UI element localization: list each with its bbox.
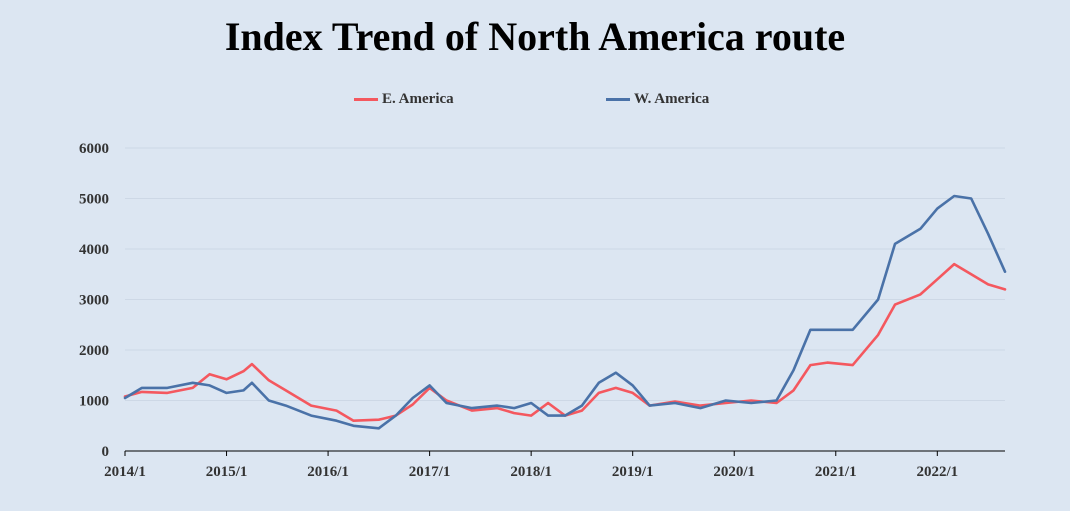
x-tick-label: 2014/1 (104, 464, 146, 480)
y-tick-label: 0 (102, 444, 110, 460)
y-tick-label: 6000 (79, 141, 109, 157)
y-tick-label: 1000 (79, 394, 109, 410)
x-axis: 2014/1 2015/1 2016/1 2017/1 2018/1 2019/1 2020… (104, 450, 1005, 480)
y-tick-label: 2000 (79, 343, 109, 359)
x-tick-label: 2019/1 (612, 464, 654, 480)
y-tick-label: 5000 (79, 192, 109, 208)
legend-label-w-america: W. America (634, 90, 710, 107)
x-tick-label: 2016/1 (307, 464, 349, 480)
legend-label-e-america: E. America (382, 90, 454, 107)
y-tick-label: 3000 (79, 293, 109, 309)
legend-item-e-america: E. America (354, 88, 454, 110)
x-tick-label: 2017/1 (409, 464, 451, 480)
x-tick-label: 2020/1 (713, 464, 755, 480)
series-line-w-america (123, 194, 1007, 430)
x-tick-label: 2021/1 (815, 464, 857, 480)
series-lines (123, 194, 1007, 430)
legend-swatch-e-america (354, 97, 378, 101)
x-tick-label: 2022/1 (916, 464, 958, 480)
chart-title: Index Trend of North America route (224, 14, 846, 59)
y-tick-label: 4000 (79, 242, 109, 258)
series-line-e-america (123, 262, 1007, 423)
gridlines (125, 147, 1005, 401)
legend: E. America W. America (0, 88, 1070, 110)
legend-swatch-w-america (606, 97, 630, 101)
x-tick-label: 2018/1 (510, 464, 552, 480)
legend-item-w-america: W. America (606, 88, 709, 110)
y-axis: 0 1000 2000 3000 4000 5000 6000 (79, 141, 109, 460)
x-tick-label: 2015/1 (206, 464, 248, 480)
